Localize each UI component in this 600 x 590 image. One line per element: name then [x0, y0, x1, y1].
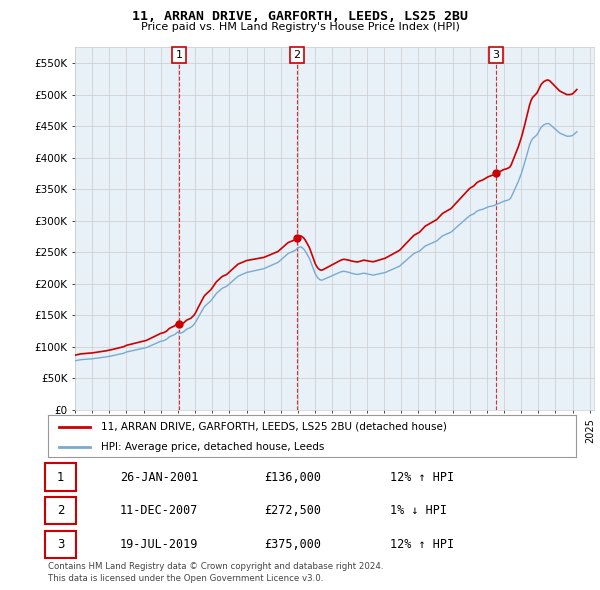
- Text: 11, ARRAN DRIVE, GARFORTH, LEEDS, LS25 2BU: 11, ARRAN DRIVE, GARFORTH, LEEDS, LS25 2…: [132, 10, 468, 23]
- Text: 19-JUL-2019: 19-JUL-2019: [120, 537, 199, 551]
- Text: Contains HM Land Registry data © Crown copyright and database right 2024.
This d: Contains HM Land Registry data © Crown c…: [48, 562, 383, 583]
- Text: 2: 2: [57, 504, 64, 517]
- Text: 3: 3: [57, 537, 64, 551]
- Text: 2: 2: [293, 50, 301, 60]
- Text: £136,000: £136,000: [264, 470, 321, 484]
- Text: 1% ↓ HPI: 1% ↓ HPI: [390, 504, 447, 517]
- Text: 3: 3: [493, 50, 500, 60]
- Text: Price paid vs. HM Land Registry's House Price Index (HPI): Price paid vs. HM Land Registry's House …: [140, 22, 460, 32]
- Text: 12% ↑ HPI: 12% ↑ HPI: [390, 537, 454, 551]
- Text: 11-DEC-2007: 11-DEC-2007: [120, 504, 199, 517]
- Text: 26-JAN-2001: 26-JAN-2001: [120, 470, 199, 484]
- Text: £375,000: £375,000: [264, 537, 321, 551]
- Text: 12% ↑ HPI: 12% ↑ HPI: [390, 470, 454, 484]
- Text: 11, ARRAN DRIVE, GARFORTH, LEEDS, LS25 2BU (detached house): 11, ARRAN DRIVE, GARFORTH, LEEDS, LS25 2…: [101, 422, 446, 432]
- Text: 1: 1: [57, 470, 64, 484]
- Text: HPI: Average price, detached house, Leeds: HPI: Average price, detached house, Leed…: [101, 442, 324, 451]
- Text: 1: 1: [176, 50, 182, 60]
- Text: £272,500: £272,500: [264, 504, 321, 517]
